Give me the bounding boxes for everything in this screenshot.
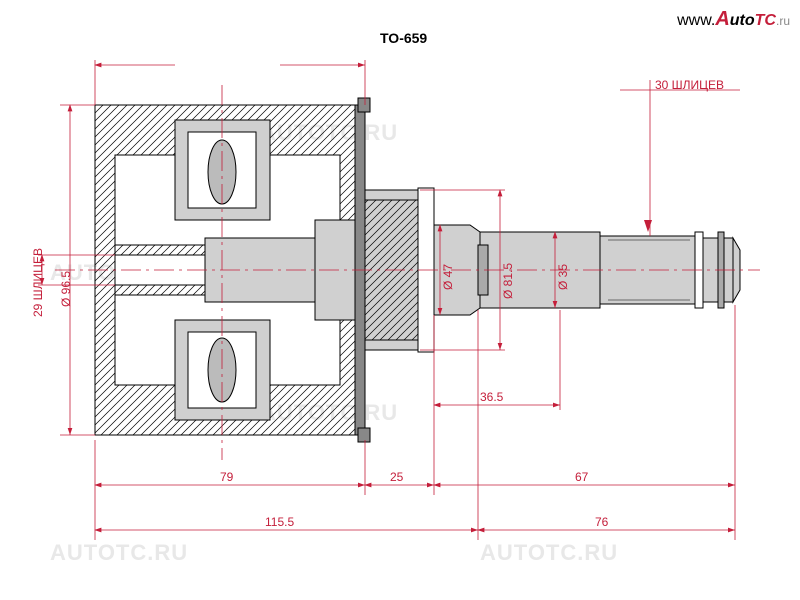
dim-79: 79: [220, 470, 233, 484]
logo-a: A: [715, 8, 729, 30]
dim-dia-47: Ø 47: [441, 264, 455, 290]
technical-drawing: AUTOTC.RU AUTOTC.RU AUTOTC.RU AUTOTC.RU …: [0, 0, 800, 600]
site-logo: www.AutoTC.ru: [677, 8, 790, 31]
dim-25: 25: [390, 470, 403, 484]
dim-splines-29: 29 ШЛИЦЕВ: [31, 248, 45, 317]
dim-dia-81-5: Ø 81.5: [501, 263, 515, 299]
dim-dia-96-5: Ø 96.5: [59, 271, 73, 307]
dim-dia-35: Ø 35: [556, 264, 570, 290]
dim-67: 67: [575, 470, 588, 484]
dim-splines-30: 30 ШЛИЦЕВ: [655, 78, 724, 92]
dim-36-5: 36.5: [480, 390, 503, 404]
dim-115-5: 115.5: [265, 515, 294, 529]
logo-tc: TC: [755, 12, 776, 29]
logo-uto: uto: [730, 12, 755, 29]
logo-www: www.: [677, 12, 715, 29]
part-number: TO-659: [380, 30, 427, 46]
dim-76: 76: [595, 515, 608, 529]
logo-ru: .ru: [776, 14, 790, 28]
